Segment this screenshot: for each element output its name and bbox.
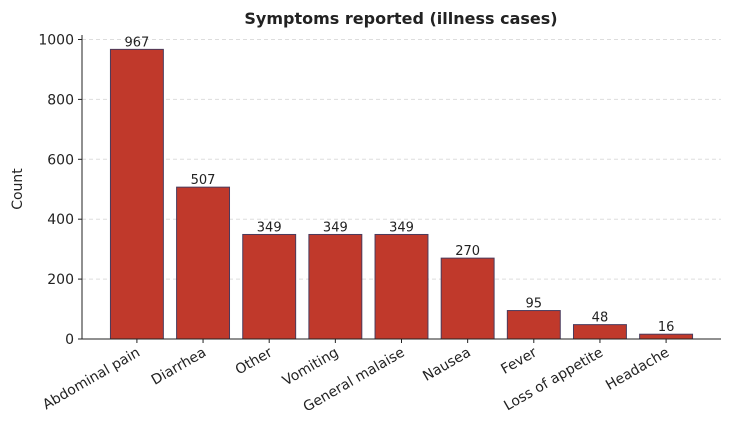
bar — [572, 324, 627, 340]
x-tick-label: Headache — [603, 345, 672, 394]
value-label: 349 — [389, 220, 414, 235]
x-tick-label: Abdominal pain — [40, 345, 143, 414]
x-tick-label: Fever — [498, 344, 540, 377]
chart-title: Symptoms reported (illness cases) — [244, 9, 557, 28]
value-label: 16 — [658, 320, 675, 335]
y-tick-label: 400 — [47, 212, 74, 228]
value-label: 349 — [257, 220, 282, 235]
value-label: 507 — [191, 173, 216, 188]
x-tick-label: Nausea — [420, 345, 473, 385]
bar — [176, 186, 231, 340]
value-label: 270 — [455, 244, 480, 259]
value-label: 48 — [592, 311, 609, 326]
bar — [440, 257, 495, 340]
bar — [109, 48, 164, 340]
bar — [308, 233, 363, 340]
bar — [374, 233, 429, 340]
y-axis-label: Count — [10, 168, 26, 210]
y-tick-label: 1000 — [38, 32, 74, 48]
bar — [242, 233, 297, 340]
value-label: 967 — [124, 35, 149, 50]
y-tick-label: 600 — [47, 152, 74, 168]
y-tick-label: 200 — [47, 272, 74, 288]
y-tick-label: 800 — [47, 92, 74, 108]
bar — [506, 310, 561, 340]
x-tick-label: Other — [233, 344, 276, 378]
value-label: 349 — [323, 220, 348, 235]
y-tick-label: 0 — [65, 332, 74, 348]
value-label: 95 — [526, 297, 543, 312]
x-tick-label: Diarrhea — [149, 345, 209, 389]
